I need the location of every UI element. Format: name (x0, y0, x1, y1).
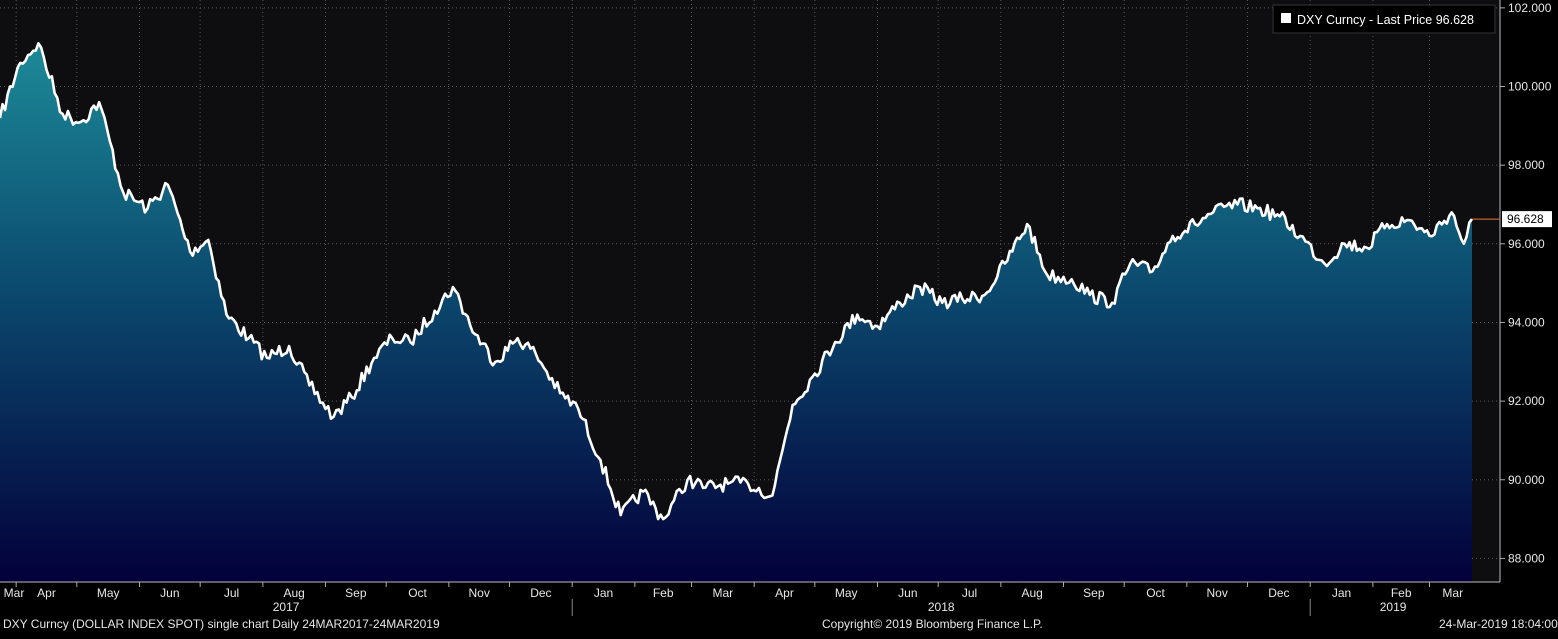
x-month-label: Mar (712, 586, 733, 600)
x-month-label: Mar (4, 586, 25, 600)
last-price-marker: 96.628 (1471, 211, 1552, 228)
y-tick-label: 96.000 (1508, 237, 1545, 251)
x-month-label: Dec (530, 586, 551, 600)
x-month-label: Nov (1207, 586, 1228, 600)
x-month-label: Oct (408, 586, 427, 600)
x-month-label: Apr (775, 586, 794, 600)
x-year-label: 2018 (928, 600, 955, 614)
y-tick-label: 102.000 (1508, 1, 1552, 15)
legend: DXY Curncy - Last Price 96.628 (1272, 4, 1496, 34)
y-tick-label: 100.000 (1508, 80, 1552, 94)
x-month-label: Jun (898, 586, 917, 600)
x-year-label: 2017 (273, 600, 300, 614)
legend-box (1272, 4, 1496, 34)
x-month-label: Feb (653, 586, 674, 600)
last-price-label: 96.628 (1507, 212, 1544, 226)
y-tick-label: 90.000 (1508, 473, 1545, 487)
y-tick-label: 88.000 (1508, 551, 1545, 565)
x-month-label: Aug (1022, 586, 1043, 600)
x-month-label: Jul (224, 586, 239, 600)
axes: 102.000 100.000 98.000 96.000 94.000 92.000 90… (0, 0, 1552, 616)
x-month-label: Dec (1268, 586, 1289, 600)
x-month-label: Apr (37, 586, 56, 600)
x-month-label: Jul (962, 586, 977, 600)
legend-label: DXY Curncy - Last Price 96.628 (1297, 13, 1474, 27)
y-tick-label: 94.000 (1508, 315, 1545, 329)
x-month-label: May (97, 586, 120, 600)
legend-swatch (1281, 13, 1291, 23)
x-month-label: May (835, 586, 858, 600)
x-month-label: Mar (1442, 586, 1463, 600)
footer-center: Copyright© 2019 Bloomberg Finance L.P. (822, 617, 1043, 631)
x-month-label: Oct (1146, 586, 1165, 600)
y-tick-label: 92.000 (1508, 394, 1545, 408)
x-month-label: Sep (345, 586, 367, 600)
x-month-label: Jan (1332, 586, 1351, 600)
x-month-label: Nov (469, 586, 490, 600)
price-line (0, 42, 1474, 521)
y-tick-label: 98.000 (1508, 158, 1545, 172)
footer-right: 24-Mar-2019 18:04:00 (1439, 617, 1558, 631)
x-month-label: Aug (284, 586, 305, 600)
last-price-box (1502, 211, 1552, 228)
price-area-fill (0, 43, 1472, 583)
x-year-label: 2019 (1380, 600, 1407, 614)
x-month-label: Jun (160, 586, 179, 600)
x-month-label: Jan (594, 586, 613, 600)
x-month-label: Sep (1083, 586, 1105, 600)
x-month-label: Feb (1391, 586, 1412, 600)
footer-left: DXY Curncy (DOLLAR INDEX SPOT) single ch… (3, 617, 440, 631)
